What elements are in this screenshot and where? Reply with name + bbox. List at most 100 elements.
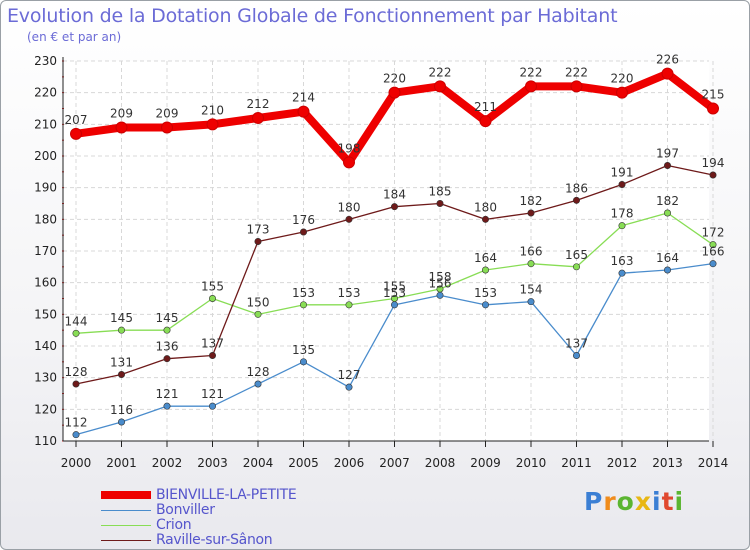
data-point-bienville-la-petite xyxy=(661,67,674,80)
data-point-bonviller xyxy=(345,383,353,391)
data-point-crion xyxy=(618,222,626,230)
data-point-bonviller xyxy=(572,351,580,359)
data-label-bonviller: 128 xyxy=(247,365,270,379)
data-label-crion: 155 xyxy=(383,280,406,294)
data-point-bienville-la-petite xyxy=(434,80,446,93)
legend-swatch-bonviller xyxy=(101,510,151,511)
x-tick-label: 2009 xyxy=(470,456,501,470)
data-label-raville-sur-s-non: 137 xyxy=(201,337,224,351)
data-point-raville-sur-s-non xyxy=(118,370,126,378)
y-tick-label: 120 xyxy=(34,402,57,416)
data-label-bonviller: 153 xyxy=(383,286,406,300)
data-label-bienville-la-petite: 198 xyxy=(338,141,361,155)
data-label-bienville-la-petite: 222 xyxy=(520,65,543,79)
data-point-raville-sur-s-non xyxy=(390,203,398,211)
data-label-raville-sur-s-non: 194 xyxy=(702,156,725,170)
data-label-raville-sur-s-non: 128 xyxy=(65,365,88,379)
data-point-bienville-la-petite xyxy=(479,115,492,128)
data-label-crion: 166 xyxy=(520,245,543,259)
y-tick-label: 210 xyxy=(34,117,57,131)
data-label-bienville-la-petite: 207 xyxy=(65,113,88,127)
data-label-raville-sur-s-non: 191 xyxy=(611,166,634,180)
proxiti-logo: Proxiti xyxy=(584,487,685,516)
data-point-crion xyxy=(481,266,489,274)
data-point-crion xyxy=(72,329,80,337)
series-layer xyxy=(70,67,719,439)
data-point-raville-sur-s-non xyxy=(163,355,171,363)
data-point-raville-sur-s-non xyxy=(481,215,489,223)
legend-label-raville: Raville-sur-Sânon xyxy=(156,532,273,548)
y-tick-label: 140 xyxy=(34,339,57,353)
data-label-raville-sur-s-non: 136 xyxy=(156,340,179,354)
data-point-raville-sur-s-non xyxy=(254,238,262,246)
grid-layer xyxy=(63,60,714,442)
data-point-crion xyxy=(390,294,398,302)
data-point-crion xyxy=(345,301,353,309)
data-label-raville-sur-s-non: 176 xyxy=(292,213,315,227)
data-point-bienville-la-petite xyxy=(252,112,264,124)
data-label-bienville-la-petite: 222 xyxy=(429,65,452,79)
data-label-bonviller: 112 xyxy=(65,416,88,430)
data-label-bonviller: 163 xyxy=(611,254,634,268)
data-label-bonviller: 154 xyxy=(520,283,543,297)
data-point-raville-sur-s-non xyxy=(345,215,353,223)
data-label-layer: 112 116 121 121 128 135 127 153 156 153 154 137 163 1… xyxy=(65,53,725,430)
data-point-crion xyxy=(572,263,580,271)
data-point-crion xyxy=(663,209,671,217)
data-label-raville-sur-s-non: 184 xyxy=(383,188,406,202)
data-point-bienville-la-petite xyxy=(388,86,401,99)
data-label-bonviller: 121 xyxy=(201,387,224,401)
data-point-bonviller xyxy=(481,301,489,309)
data-point-bonviller xyxy=(209,402,217,410)
data-label-raville-sur-s-non: 180 xyxy=(338,200,361,214)
axis-layer: 110 120 130 140 150 160 170 180 190 200 210 220 230 2… xyxy=(34,54,728,470)
data-point-raville-sur-s-non xyxy=(209,351,217,359)
data-point-raville-sur-s-non xyxy=(72,380,80,388)
data-label-crion: 165 xyxy=(565,248,588,262)
data-point-raville-sur-s-non xyxy=(663,162,671,170)
data-label-bienville-la-petite: 211 xyxy=(474,100,497,114)
legend-label-bonviller: Bonviller xyxy=(156,502,215,518)
data-point-bonviller xyxy=(299,358,307,366)
data-point-crion xyxy=(254,310,262,318)
y-tick-label: 160 xyxy=(34,276,57,290)
data-point-bonviller xyxy=(163,402,171,410)
data-label-bonviller: 166 xyxy=(702,245,725,259)
data-label-raville-sur-s-non: 197 xyxy=(656,147,679,161)
data-label-bienville-la-petite: 222 xyxy=(565,65,588,79)
data-point-bonviller xyxy=(72,431,80,439)
y-tick-label: 190 xyxy=(34,181,57,195)
data-label-bonviller: 135 xyxy=(292,343,315,357)
data-label-raville-sur-s-non: 180 xyxy=(474,200,497,214)
data-point-bonviller xyxy=(709,260,717,268)
data-point-raville-sur-s-non xyxy=(709,171,717,179)
data-label-bienville-la-petite: 214 xyxy=(292,91,315,105)
y-tick-label: 200 xyxy=(34,149,57,163)
data-point-raville-sur-s-non xyxy=(527,209,535,217)
y-tick-label: 220 xyxy=(34,86,57,100)
data-label-crion: 153 xyxy=(338,286,361,300)
data-label-crion: 178 xyxy=(611,207,634,221)
x-tick-label: 2010 xyxy=(516,456,547,470)
legend-swatch-crion xyxy=(101,525,151,526)
data-label-bonviller: 164 xyxy=(656,251,679,265)
x-tick-label: 2006 xyxy=(334,456,365,470)
data-point-bienville-la-petite xyxy=(343,156,355,169)
chart-subtitle: (en € et par an) xyxy=(27,30,122,44)
data-point-crion xyxy=(436,285,444,293)
data-point-raville-sur-s-non xyxy=(572,196,580,204)
data-point-bonviller xyxy=(663,266,671,274)
data-label-raville-sur-s-non: 173 xyxy=(247,223,270,237)
data-label-crion: 172 xyxy=(702,226,725,240)
data-point-bonviller xyxy=(118,418,126,426)
x-tick-label: 2008 xyxy=(425,456,456,470)
data-label-bienville-la-petite: 220 xyxy=(611,72,634,86)
data-point-bienville-la-petite xyxy=(616,86,628,99)
x-tick-label: 2013 xyxy=(652,456,683,470)
data-point-bienville-la-petite xyxy=(161,121,173,134)
legend-label-crion: Crion xyxy=(156,517,192,533)
data-point-bienville-la-petite xyxy=(115,121,128,134)
data-label-raville-sur-s-non: 182 xyxy=(520,194,543,208)
data-point-bonviller xyxy=(254,380,262,388)
data-label-crion: 164 xyxy=(474,251,497,265)
